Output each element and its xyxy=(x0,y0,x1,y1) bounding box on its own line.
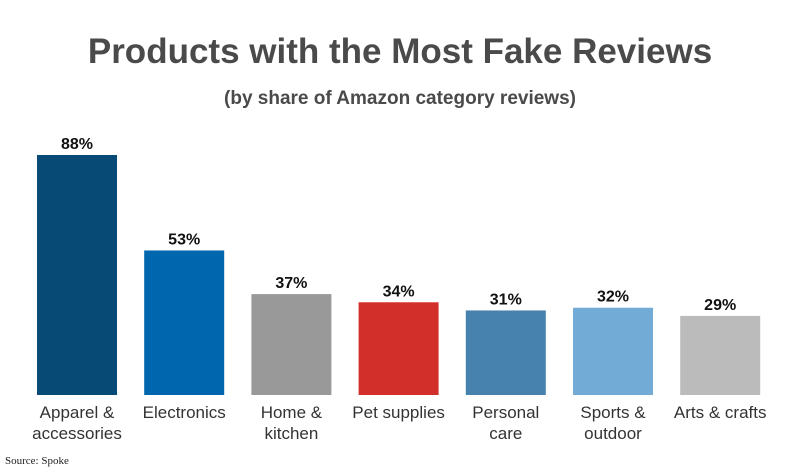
bar-6 xyxy=(680,315,761,395)
category-label: Pet supplies xyxy=(352,403,445,422)
chart-title: Products with the Most Fake Reviews xyxy=(87,32,713,71)
bar-3 xyxy=(358,302,439,395)
bar-value-label: 88% xyxy=(61,136,93,153)
category-label: Sports & outdoor xyxy=(580,403,646,443)
bar-0 xyxy=(37,155,117,395)
bar-5 xyxy=(573,307,653,395)
bar-value-label: 34% xyxy=(383,283,415,300)
category-label: Apparel & accessories xyxy=(32,403,122,443)
chart-subtitle: (by share of Amazon category reviews) xyxy=(224,88,576,109)
category-label: Arts & crafts xyxy=(674,403,767,422)
bar-1 xyxy=(144,250,225,395)
bar-value-label: 37% xyxy=(275,275,307,292)
bar-2 xyxy=(251,294,332,395)
category-label: Electronics xyxy=(143,403,226,422)
category-label: Personal care xyxy=(472,403,539,443)
bar-value-label: 29% xyxy=(704,297,736,314)
category-label: Home & kitchen xyxy=(261,403,323,443)
bar-value-label: 31% xyxy=(490,291,522,308)
bar-4 xyxy=(465,310,546,395)
bar-value-label: 53% xyxy=(168,231,200,248)
bar-value-label: 32% xyxy=(597,289,629,306)
source-note: Source: Spoke xyxy=(5,455,69,467)
